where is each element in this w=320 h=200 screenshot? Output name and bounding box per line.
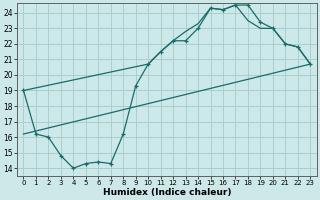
X-axis label: Humidex (Indice chaleur): Humidex (Indice chaleur)	[103, 188, 231, 197]
